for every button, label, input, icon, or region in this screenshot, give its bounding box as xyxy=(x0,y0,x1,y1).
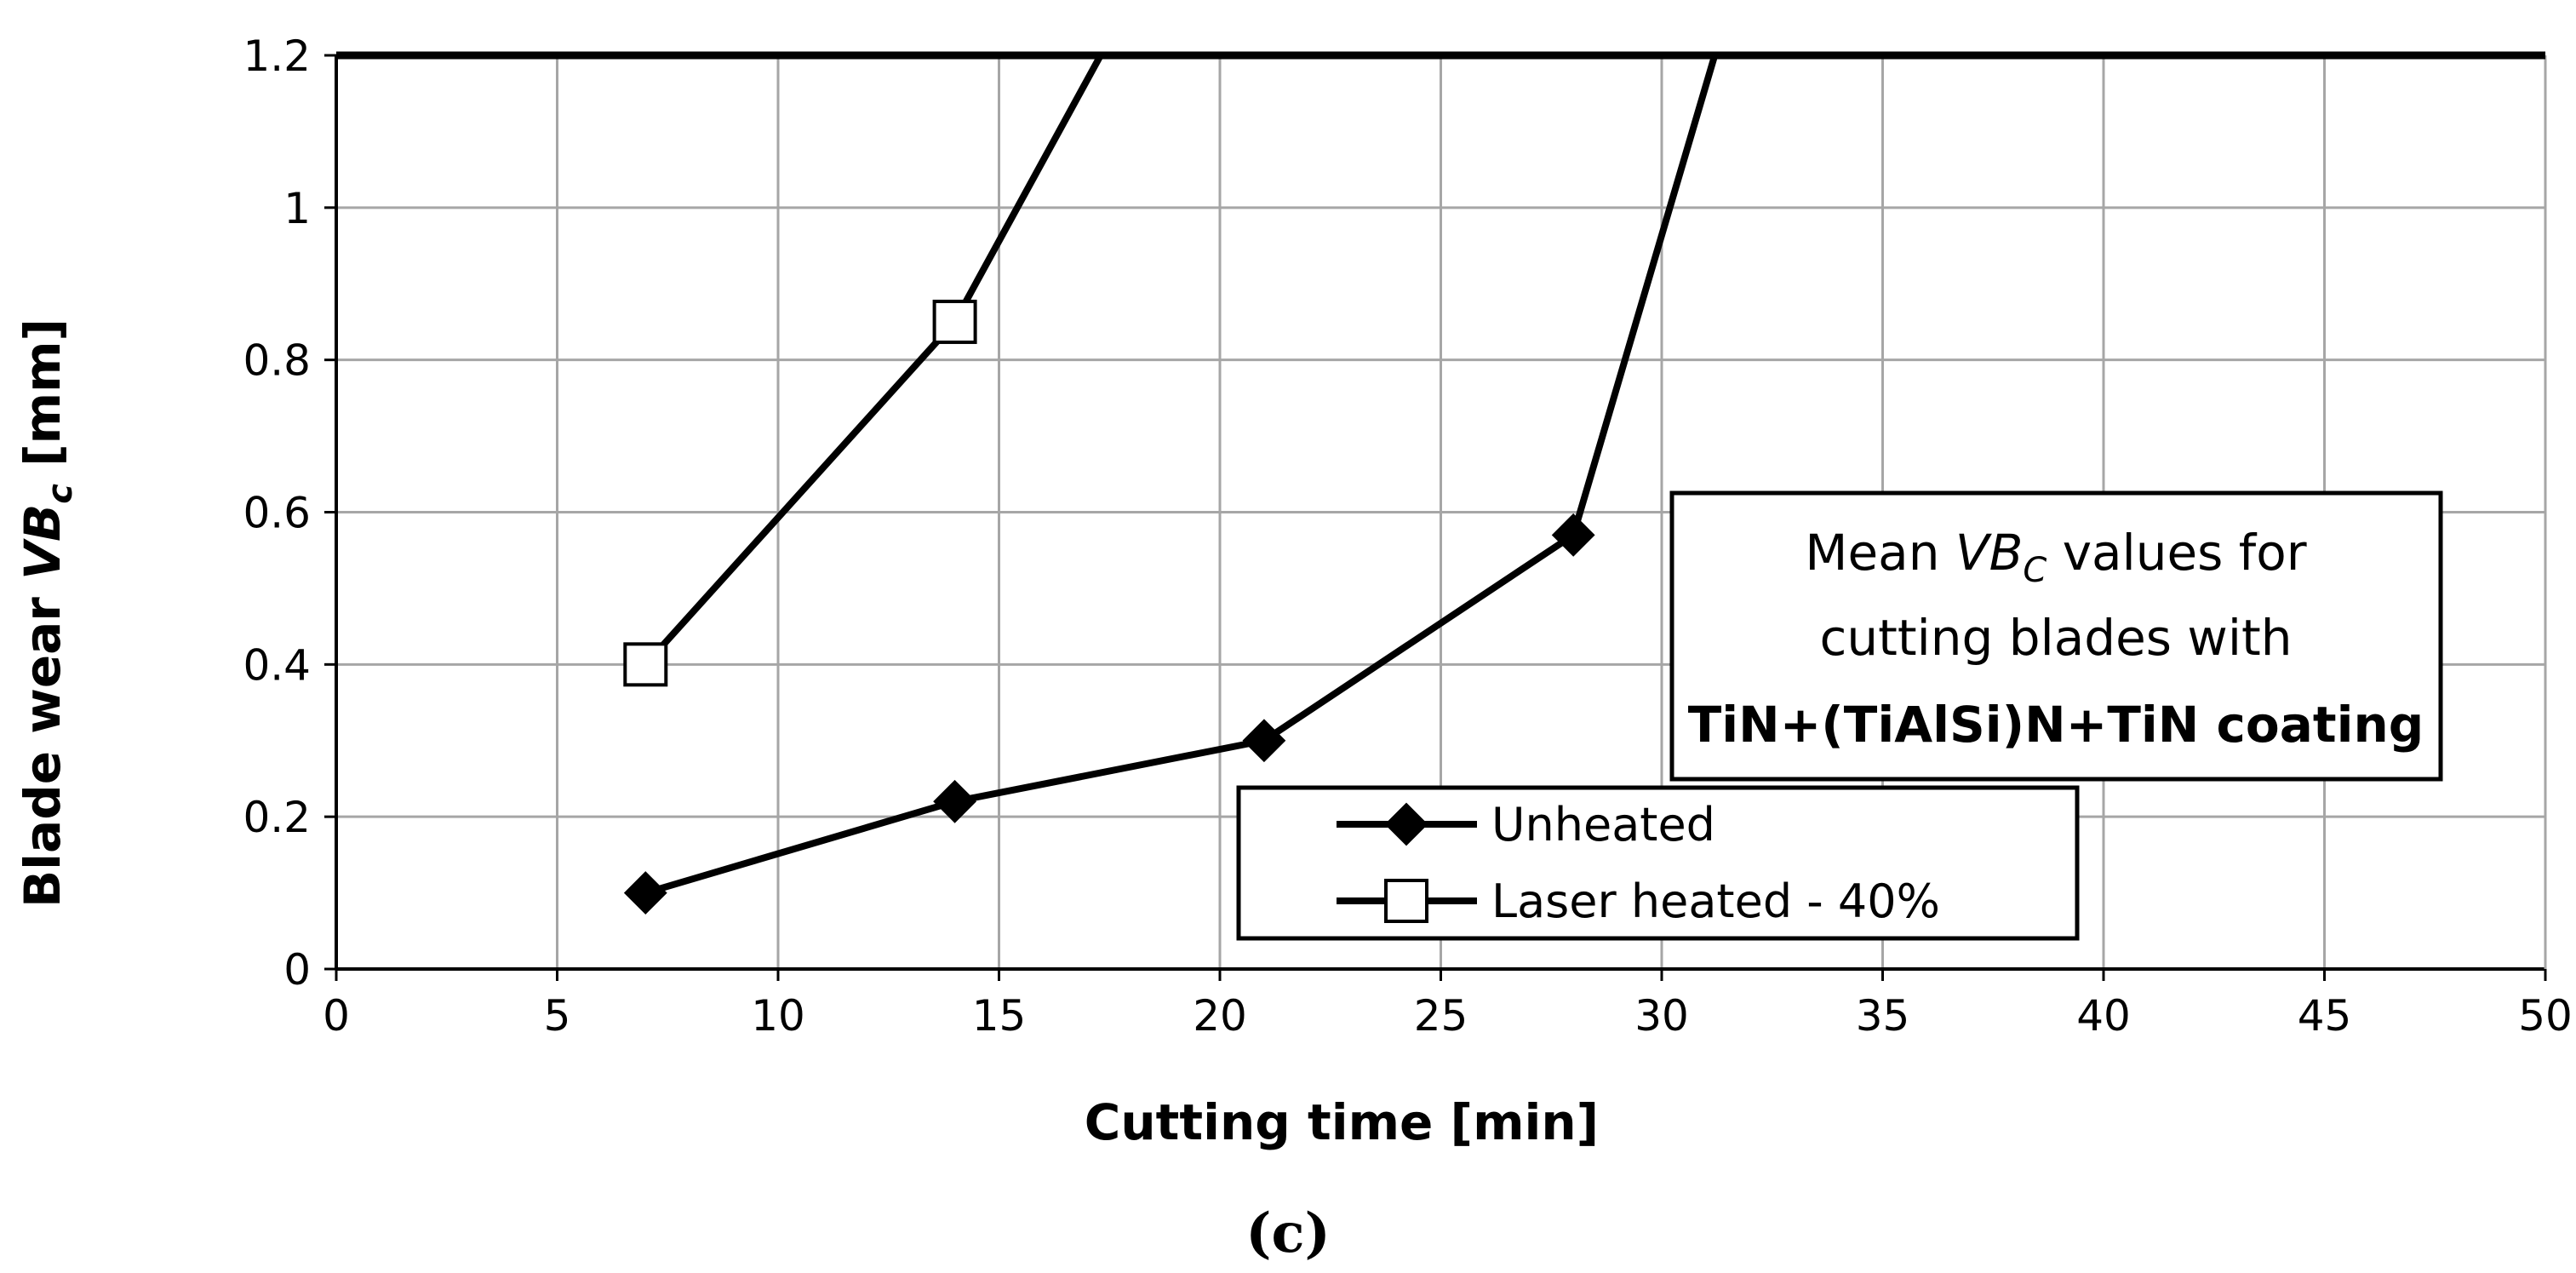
x-tick-label: 10 xyxy=(751,991,805,1041)
y-tick-label: 0.8 xyxy=(243,336,311,386)
y-tick-label: 0.4 xyxy=(243,640,311,690)
axes xyxy=(324,51,2547,981)
legend-label: Laser heated - 40% xyxy=(1491,874,1940,928)
y-axis-title-unit: [mm] xyxy=(14,318,72,484)
annotation-line-1-sub: C xyxy=(2023,551,2046,590)
x-tick-label: 45 xyxy=(2298,991,2352,1041)
series-1 xyxy=(623,54,1719,915)
y-tick-labels: 0 0.2 0.4 0.6 0.8 1 1.2 xyxy=(243,32,311,995)
y-tick-label: 1 xyxy=(283,184,311,233)
legend-frame xyxy=(1236,785,2080,941)
annotation-line-1-pre: Mean xyxy=(1805,524,1955,582)
x-tick-label: 35 xyxy=(1856,991,1910,1041)
y-tick-label: 1.2 xyxy=(243,32,311,81)
data-point xyxy=(623,642,668,687)
y-tick-label: 0 xyxy=(283,945,311,995)
legend-items: Unheated Laser heated - 40% xyxy=(1337,798,1940,928)
data-point xyxy=(932,299,977,344)
annotation-line-1-post: values for xyxy=(2046,524,2306,582)
data-point xyxy=(1242,719,1286,763)
series-group xyxy=(623,54,1719,915)
panel-label: (c) xyxy=(1245,1201,1331,1265)
annotation-box: Mean VBC values for cutting blades with … xyxy=(1669,490,2443,782)
series-2 xyxy=(623,54,1104,687)
annotation-line-1: Mean VBC values for xyxy=(1805,524,2306,590)
x-tick-label: 0 xyxy=(323,991,350,1041)
y-axis-title-var: VB xyxy=(14,504,72,580)
y-axis-title-main: Blade wear xyxy=(14,580,72,908)
x-tick-labels: 0 5 10 15 20 25 30 35 40 45 50 xyxy=(323,991,2573,1041)
legend-entry: Unheated xyxy=(1337,798,1715,852)
x-tick-label: 50 xyxy=(2518,991,2573,1041)
y-tick-label: 0.6 xyxy=(243,489,311,538)
annotation-line-1-var: VB xyxy=(1955,524,2023,582)
x-tick-label: 20 xyxy=(1193,991,1247,1041)
y-axis-title: Blade wear VBc [mm] xyxy=(14,318,80,908)
annotation-line-3: TiN+(TiAlSi)N+TiN coating xyxy=(1688,696,2424,754)
data-point xyxy=(623,871,667,915)
y-tick-label: 0.2 xyxy=(243,793,311,842)
x-axis-title: Cutting time [min] xyxy=(1085,1093,1599,1151)
annotation-frame xyxy=(1669,490,2443,782)
legend-entry: Laser heated - 40% xyxy=(1337,874,1940,928)
x-tick-label: 15 xyxy=(972,991,1027,1041)
x-tick-label: 30 xyxy=(1634,991,1689,1041)
legend: Unheated Laser heated - 40% xyxy=(1236,785,2080,941)
x-tick-label: 5 xyxy=(544,991,571,1041)
legend-label: Unheated xyxy=(1491,798,1715,852)
legend-marker xyxy=(1384,879,1428,923)
x-tick-label: 25 xyxy=(1414,991,1468,1041)
annotation-line-2: cutting blades with xyxy=(1820,609,2293,667)
x-tick-label: 40 xyxy=(2076,991,2131,1041)
data-point xyxy=(933,779,977,823)
data-point xyxy=(1551,513,1595,557)
y-axis-title-sub: c xyxy=(41,484,80,504)
legend-marker xyxy=(1384,802,1428,846)
